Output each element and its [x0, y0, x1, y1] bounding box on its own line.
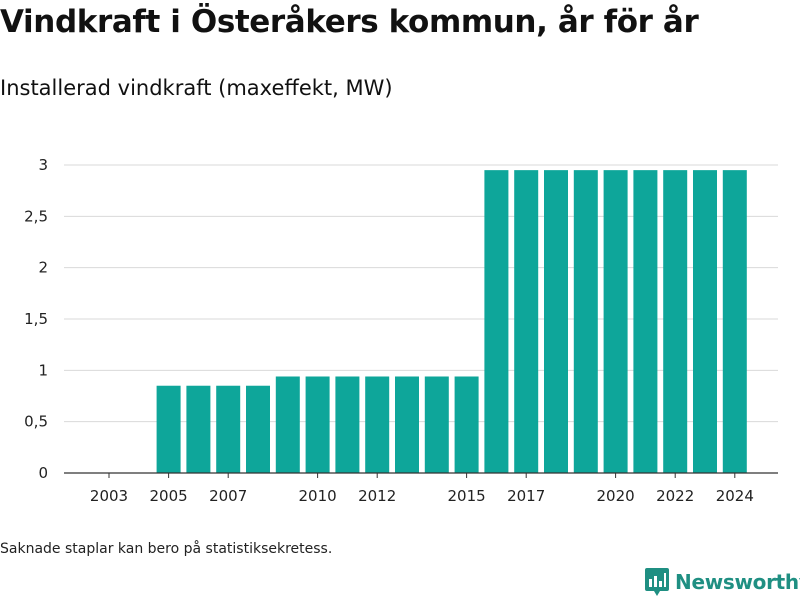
bar-2016	[484, 170, 509, 473]
grid-lines	[64, 164, 778, 423]
x-tick-label: 2003	[90, 487, 128, 505]
x-tick-label: 2017	[507, 487, 545, 505]
x-tick-label: 2007	[209, 487, 247, 505]
bars	[156, 170, 747, 473]
bar-2008	[246, 385, 270, 473]
x-tick-label: 2024	[716, 487, 754, 505]
bar-2017	[514, 170, 539, 473]
bar-2012	[365, 376, 390, 473]
bar-2018	[544, 170, 568, 473]
brand-logo[interactable]: Newsworthy	[644, 567, 800, 597]
newsworthy-logo-icon	[645, 568, 669, 596]
bar-2014	[424, 376, 449, 473]
y-axis-tick-labels: 0 0,5 1 1,5 2 2,5 3	[24, 156, 48, 482]
bar-2010	[305, 376, 330, 473]
bar-2005	[156, 385, 181, 473]
brand-name: Newsworthy	[675, 570, 800, 594]
bar-2015	[454, 376, 479, 473]
y-tick-label: 0,5	[24, 413, 48, 431]
y-tick-label: 3	[38, 156, 48, 174]
bar-2023	[693, 170, 717, 473]
bar-chart: 00,511,522,53 2003 2005 2007 2010 2012 2015 20…	[24, 156, 778, 505]
bar-2022	[663, 170, 688, 473]
bar-2007	[216, 385, 241, 473]
bar-2009	[275, 376, 300, 473]
footnote: Saknade staplar kan bero på statistiksek…	[0, 541, 333, 557]
bar-2024	[722, 170, 747, 473]
bar-2021	[633, 170, 658, 473]
x-tick-label: 2005	[150, 487, 188, 505]
y-tick-label: 2,5	[24, 207, 48, 225]
bar-2019	[573, 170, 598, 473]
x-tick-label: 2022	[656, 487, 694, 505]
y-tick-label: 0	[38, 464, 48, 482]
bar-2006	[186, 385, 211, 473]
x-tick-label: 2020	[597, 487, 635, 505]
chart-subtitle: Installerad vindkraft (maxeffekt, MW)	[0, 76, 393, 100]
x-tick-label: 2015	[448, 487, 486, 505]
y-tick-label: 1	[38, 361, 48, 379]
y-tick-label: 1,5	[24, 310, 48, 328]
x-tick-label: 2012	[358, 487, 396, 505]
bar-2011	[335, 376, 360, 473]
bar-2020	[603, 170, 628, 473]
x-tick-label: 2010	[299, 487, 337, 505]
chart-title: Vindkraft i Österåkers kommun, år för år	[0, 4, 699, 40]
x-axis-tick-labels: 2003 2005 2007 2010 2012 2015 2017 2020 2022 2024	[90, 473, 754, 505]
y-tick-label: 2	[38, 259, 48, 277]
bar-2013	[395, 376, 419, 473]
